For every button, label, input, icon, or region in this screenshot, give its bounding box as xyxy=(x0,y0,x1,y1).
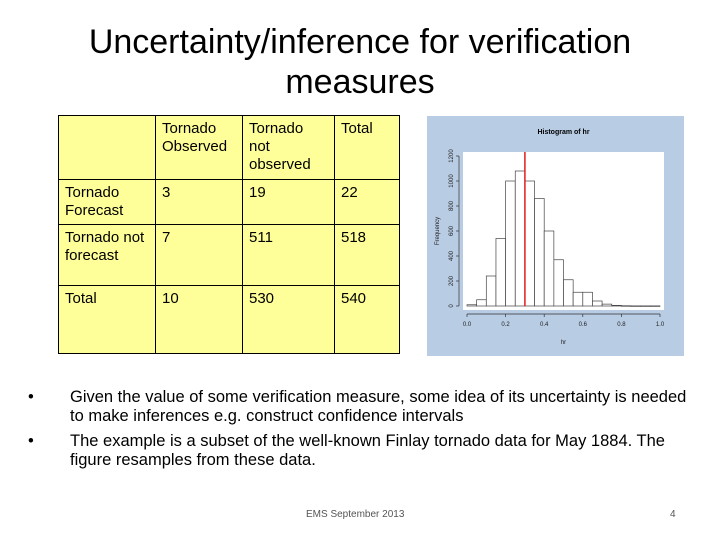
table-header-row: Tornado Observed Tornado not observed To… xyxy=(58,115,400,180)
histogram-bar xyxy=(630,305,642,307)
table-cell: 518 xyxy=(334,224,400,286)
x-tick-label: 0.2 xyxy=(501,322,510,328)
histogram-figure: Histogram of hr 0.0 0.2 0.4 0.6 0.8 1.0 hr 0 200 4… xyxy=(427,116,684,356)
contingency-table: Tornado Observed Tornado not observed To… xyxy=(58,115,400,354)
histogram-bar xyxy=(524,180,535,307)
x-tick-label: 0.8 xyxy=(617,322,626,328)
table-row: Tornado Forecast 3 19 22 xyxy=(58,179,400,225)
y-tick-label: 1000 xyxy=(449,174,455,188)
table-row: Total 10 530 540 xyxy=(58,285,400,354)
histogram-bar xyxy=(543,230,555,307)
table-cell: 19 xyxy=(242,179,335,225)
y-tick-label: 600 xyxy=(449,225,455,236)
slide-title: Uncertainty/inference for verification m… xyxy=(88,23,632,101)
table-header-cell: Tornado Observed xyxy=(155,115,243,180)
histogram-bar xyxy=(582,291,593,307)
row-label: Tornado not forecast xyxy=(58,224,156,286)
histogram-bar xyxy=(476,299,487,307)
histogram-bar xyxy=(534,198,545,307)
histogram-bar xyxy=(650,305,661,307)
x-tick-label: 1.0 xyxy=(656,322,665,328)
histogram-bar xyxy=(592,300,603,307)
table-header-cell: Tornado not observed xyxy=(242,115,335,180)
histogram-bar xyxy=(495,238,506,307)
y-tick-label: 400 xyxy=(449,250,455,261)
bullet-item: • The example is a subset of the well-kno… xyxy=(28,432,700,470)
y-tick-label: 1200 xyxy=(449,149,455,163)
bullet-text: Given the value of some verification mea… xyxy=(70,388,687,425)
histogram-bar xyxy=(505,180,516,307)
x-tick-label: 0.4 xyxy=(540,322,549,328)
y-tick-label: 0 xyxy=(449,304,455,308)
table-cell: 511 xyxy=(242,224,335,286)
histogram-bar xyxy=(621,305,632,307)
page-number: 4 xyxy=(670,509,676,520)
bullet-dot-icon: • xyxy=(28,432,34,450)
table-cell: 530 xyxy=(242,285,335,354)
table-cell: 540 xyxy=(334,285,400,354)
x-axis-label: hr xyxy=(561,340,566,346)
bullet-text: The example is a subset of the well-know… xyxy=(70,432,665,469)
row-label: Tornado Forecast xyxy=(58,179,156,225)
x-tick-label: 0.0 xyxy=(463,322,472,328)
row-label: Total xyxy=(58,285,156,354)
x-tick-label: 0.6 xyxy=(579,322,588,328)
y-axis-label: Frequency xyxy=(435,217,441,245)
y-tick-label: 200 xyxy=(449,275,455,286)
bullet-dot-icon: • xyxy=(28,388,34,406)
histogram-bar xyxy=(640,305,651,307)
y-tick-label: 800 xyxy=(449,200,455,211)
table-cell: 3 xyxy=(155,179,243,225)
table-cell: 7 xyxy=(155,224,243,286)
histogram-bar xyxy=(466,304,477,307)
table-cell: 22 xyxy=(334,179,400,225)
histogram-bar xyxy=(572,291,584,307)
histogram-bar xyxy=(611,305,622,307)
histogram-bar xyxy=(485,275,497,307)
table-cell xyxy=(58,115,156,180)
histogram-bar xyxy=(601,303,613,307)
chart-title: Histogram of hr xyxy=(537,129,589,136)
bullet-list: • Given the value of some verification me… xyxy=(28,388,700,476)
table-header-cell: Total xyxy=(334,115,400,180)
histogram-chart: Histogram of hr 0.0 0.2 0.4 0.6 0.8 1.0 hr 0 200 4… xyxy=(435,129,665,346)
histogram-bar xyxy=(514,170,526,307)
bullet-item: • Given the value of some verification me… xyxy=(28,388,700,426)
histogram-bar xyxy=(563,279,574,307)
histogram-bar xyxy=(553,259,564,307)
table-row: Tornado not forecast 7 511 518 xyxy=(58,224,400,286)
footer-text: EMS September 2013 xyxy=(306,509,405,520)
table-cell: 10 xyxy=(155,285,243,354)
